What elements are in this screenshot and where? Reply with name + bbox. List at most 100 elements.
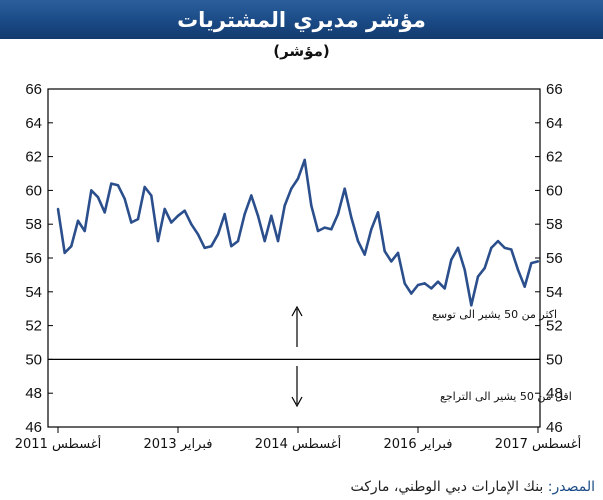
y-tick-label-right: 46 <box>546 419 563 436</box>
data-point <box>463 268 466 272</box>
data-point <box>283 204 286 207</box>
data-point <box>223 212 226 216</box>
data-point <box>216 233 220 236</box>
data-point <box>370 228 373 231</box>
data-point <box>136 217 140 221</box>
data-point <box>350 216 353 219</box>
data-point <box>390 260 393 263</box>
chart-title-bar: مؤشر مديري المشتريات <box>0 0 603 39</box>
data-point <box>496 239 500 243</box>
up-arrow-head <box>291 305 303 317</box>
data-point <box>336 212 340 216</box>
y-tick-label-right: 56 <box>546 250 563 267</box>
data-point <box>316 229 320 233</box>
data-point <box>116 184 120 187</box>
data-point <box>303 158 306 162</box>
y-tick-label-left: 50 <box>25 351 42 368</box>
data-point <box>143 185 146 189</box>
data-point <box>163 207 166 211</box>
data-point <box>103 211 106 214</box>
data-point <box>83 229 86 233</box>
data-point <box>516 268 520 272</box>
data-point <box>383 250 386 253</box>
x-tick-label: فبراير 2013 <box>144 437 213 452</box>
data-point <box>396 251 400 255</box>
y-tick-label-right: 52 <box>546 318 563 335</box>
y-tick-label-left: 60 <box>25 182 42 199</box>
data-point <box>456 246 460 250</box>
down-arrow-head <box>291 396 303 408</box>
data-point <box>210 244 213 248</box>
chart-title: مؤشر مديري المشتريات <box>177 7 426 32</box>
data-point <box>376 211 380 214</box>
data-point <box>510 248 513 251</box>
y-tick-label-right: 62 <box>546 149 563 166</box>
x-tick-label: فبراير 2016 <box>384 437 453 452</box>
data-point <box>423 282 426 285</box>
data-point <box>296 177 300 180</box>
data-point <box>263 239 266 243</box>
data-point <box>170 221 173 224</box>
data-point <box>356 239 360 243</box>
data-point <box>450 258 453 261</box>
data-point <box>430 287 433 290</box>
data-point <box>476 275 480 278</box>
data-point <box>70 244 73 248</box>
annotation-expansion: اكثر من 50 يشير الى توسع <box>432 308 557 321</box>
y-tick-label-right: 64 <box>546 115 563 132</box>
y-tick-label-right: 60 <box>546 182 563 199</box>
y-tick-label-left: 58 <box>25 216 42 233</box>
y-tick-label-left: 64 <box>25 115 42 132</box>
data-point <box>250 194 253 197</box>
data-point <box>363 253 366 256</box>
data-point <box>230 244 233 248</box>
y-tick-label-left: 46 <box>25 419 42 436</box>
y-tick-label-right: 48 <box>546 385 563 402</box>
data-point <box>330 228 333 231</box>
y-tick-label-right: 66 <box>546 81 563 98</box>
data-point <box>530 261 533 265</box>
data-point <box>410 292 413 295</box>
y-tick-label-left: 52 <box>25 318 42 335</box>
data-point <box>523 285 526 288</box>
y-tick-label-left: 48 <box>25 385 42 402</box>
y-tick-label-right: 58 <box>546 216 563 233</box>
data-point <box>323 226 326 229</box>
data-point <box>183 209 186 212</box>
data-point <box>276 239 280 243</box>
data-point <box>63 251 66 255</box>
plot-frame <box>47 88 541 428</box>
x-tick-label: أغسطس 2014 <box>255 435 341 452</box>
data-point <box>470 304 473 307</box>
data-point <box>436 280 440 283</box>
data-point <box>76 219 80 223</box>
data-point <box>156 239 160 243</box>
data-point <box>196 233 200 236</box>
data-point <box>130 221 133 224</box>
data-point <box>176 214 180 217</box>
annotation-contraction: اقل من 50 يشير الى التراجع <box>440 390 572 403</box>
source-text: بنك الإمارات دبي الوطني، ماركت <box>350 479 544 495</box>
source-label: المصدر: <box>547 479 595 495</box>
data-point <box>243 212 246 216</box>
y-tick-label-right: 50 <box>546 351 563 368</box>
y-tick-label-left: 62 <box>25 149 42 166</box>
data-point <box>236 239 240 243</box>
data-point <box>190 223 193 226</box>
y-tick-label-left: 66 <box>25 81 42 98</box>
data-point <box>503 246 506 250</box>
data-point <box>443 287 446 290</box>
source-note: المصدر: بنك الإمارات دبي الوطني، ماركت <box>350 479 595 495</box>
data-point <box>256 214 260 217</box>
chart-subtitle: (مؤشر) <box>273 42 330 60</box>
data-point <box>150 194 153 197</box>
x-tick-label: أغسطس 2017 <box>495 435 581 452</box>
data-point <box>536 260 540 263</box>
data-point <box>90 189 93 192</box>
pmi-series-line <box>56 158 539 307</box>
y-tick-label-right: 54 <box>546 284 563 301</box>
data-point <box>416 283 420 287</box>
x-tick-label: أغسطس 2011 <box>15 435 101 452</box>
data-point <box>343 187 346 190</box>
